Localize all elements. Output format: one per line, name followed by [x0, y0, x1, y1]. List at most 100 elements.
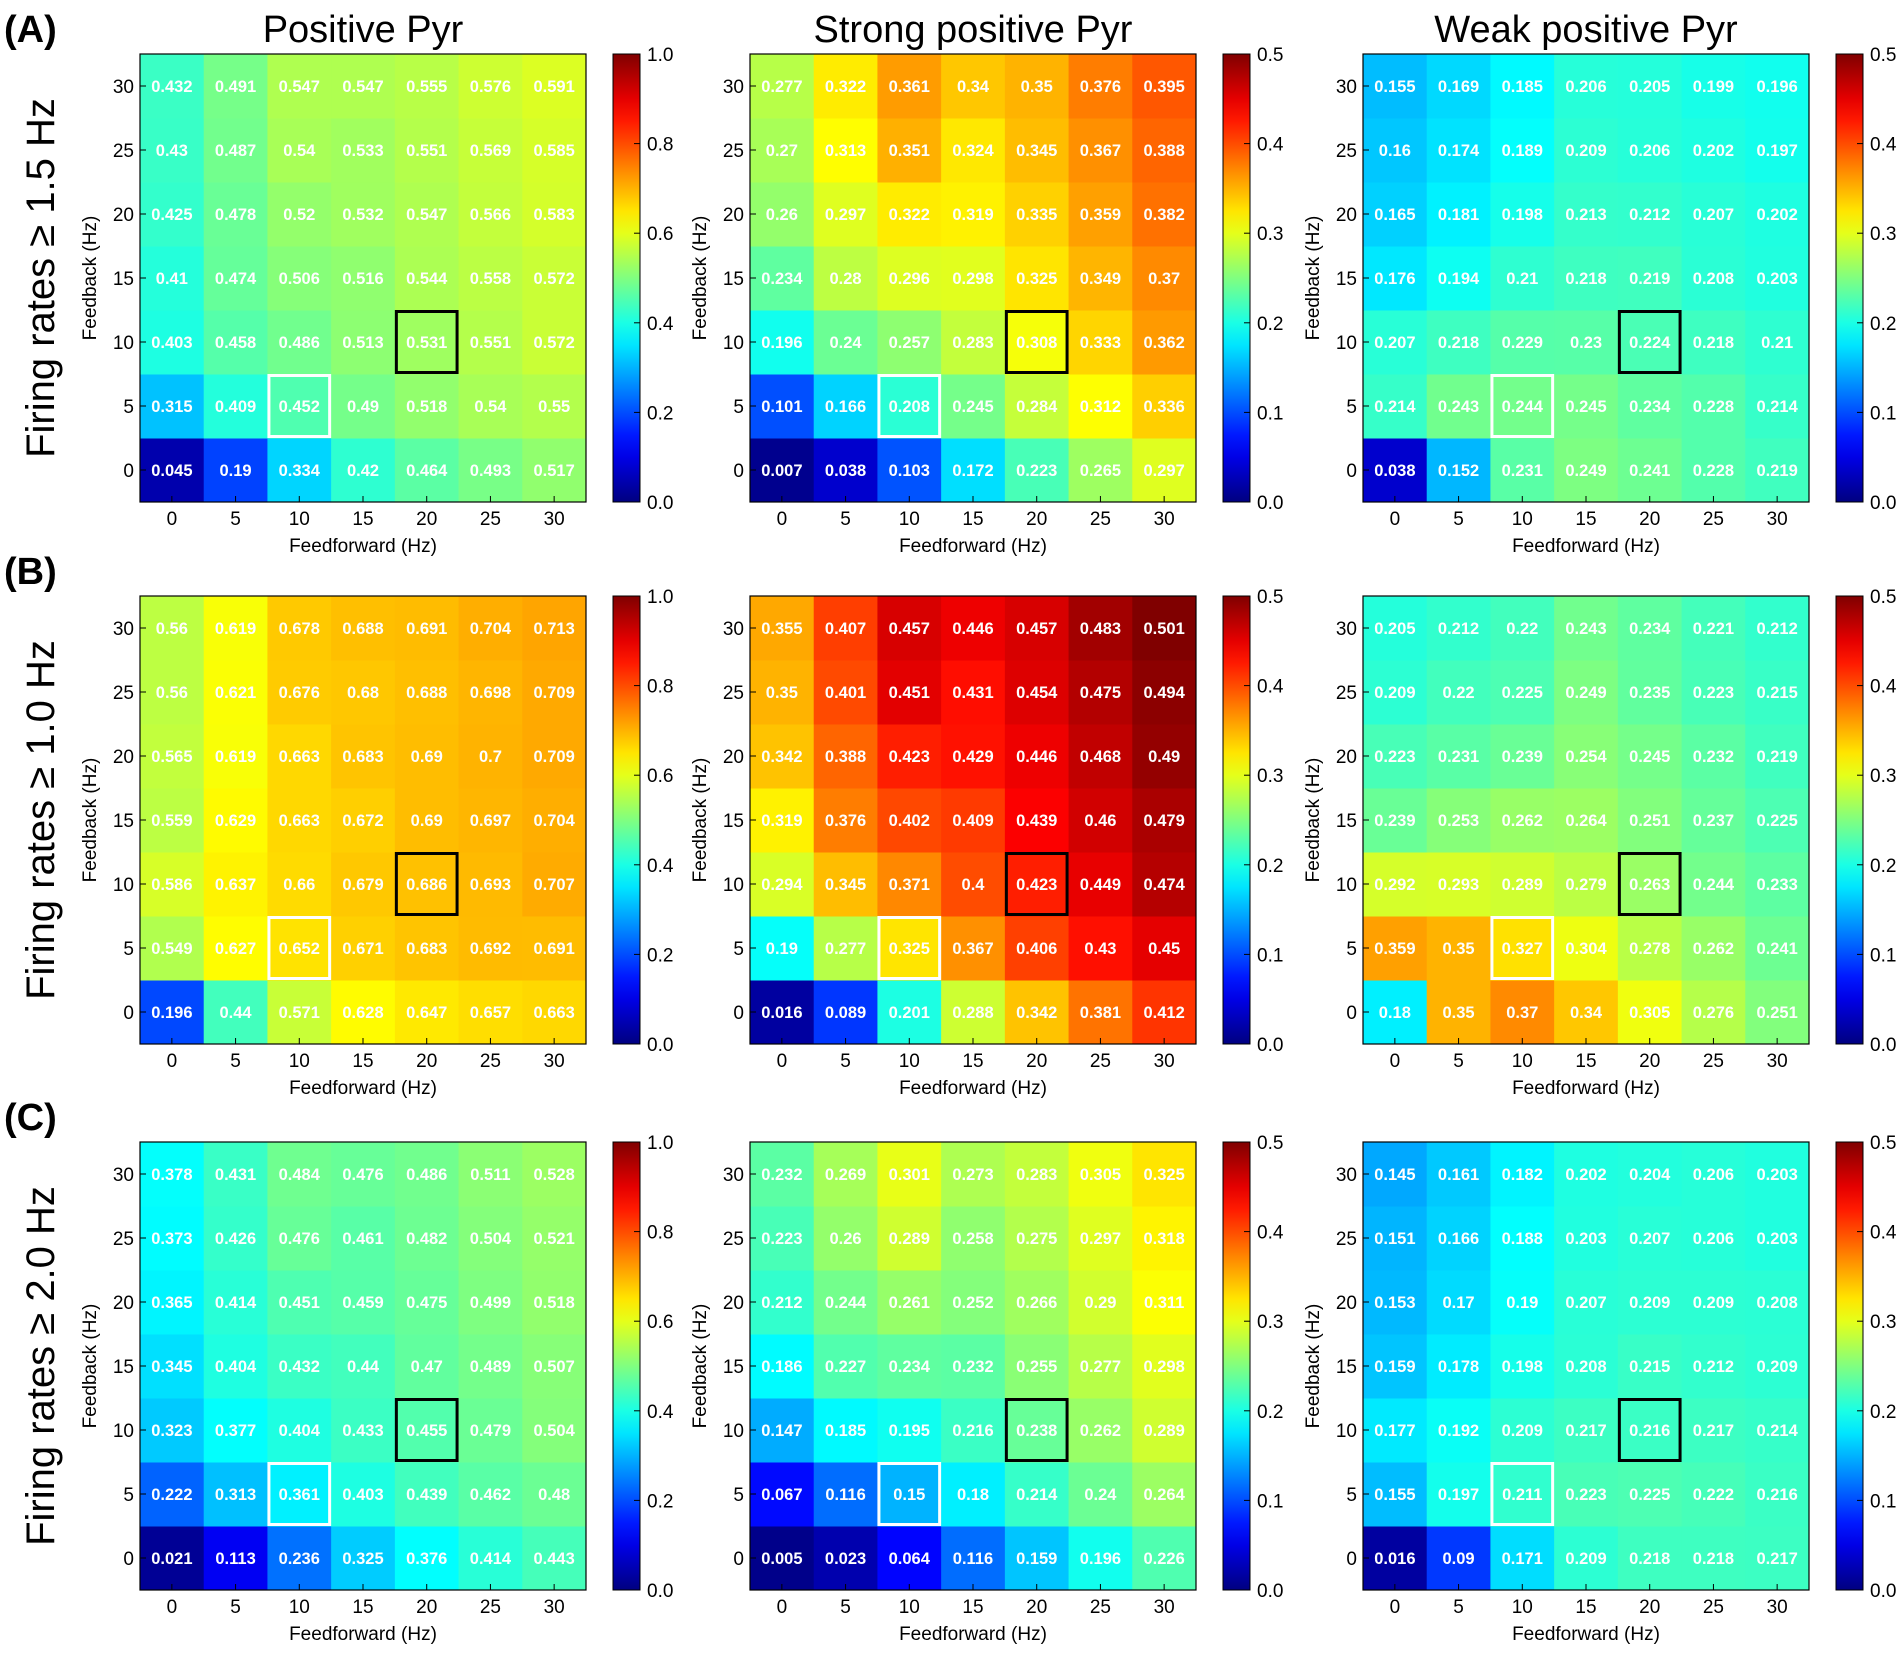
- heatmap-cell: [522, 1270, 587, 1335]
- cell-value-label: 0.362: [1143, 334, 1184, 352]
- heatmap-cell: [203, 660, 268, 725]
- heatmap-cell: [1490, 596, 1555, 661]
- y-tick-label: 10: [113, 1421, 134, 1442]
- cell-value-label: 0.325: [1143, 1166, 1184, 1184]
- heatmap-cell: [140, 374, 205, 439]
- x-tick-label: 15: [352, 1597, 373, 1618]
- heatmap-cell: [1554, 310, 1619, 375]
- cell-value-label: 0.376: [825, 812, 866, 830]
- heatmap-cell: [1363, 438, 1428, 503]
- heatmap-cell: [1745, 1142, 1810, 1207]
- cell-value-label: 0.101: [761, 398, 802, 416]
- heatmap-cell: [1004, 310, 1070, 375]
- y-tick-label: 20: [1336, 747, 1357, 768]
- heatmap-cell: [1132, 246, 1197, 311]
- cell-value-label: 0.388: [1143, 142, 1184, 160]
- heatmap-cell: [1554, 788, 1619, 853]
- y-tick-label: 10: [723, 875, 744, 896]
- cell-value-label: 0.165: [1374, 206, 1415, 224]
- colorbar-tick-label: 0.2: [1870, 1402, 1896, 1423]
- cell-value-label: 0.298: [952, 270, 993, 288]
- cell-value-label: 0.284: [1016, 398, 1058, 416]
- cell-value-label: 0.16: [1379, 142, 1411, 160]
- y-tick-label: 30: [1336, 619, 1357, 640]
- heatmap-cell: [1554, 1270, 1619, 1335]
- x-tick-label: 15: [1575, 509, 1596, 530]
- colorbar-tick-label: 0.5: [1257, 587, 1283, 608]
- cell-value-label: 0.225: [1629, 1486, 1670, 1504]
- cell-value-label: 0.198: [1502, 206, 1543, 224]
- heatmap-cell: [331, 660, 396, 725]
- heatmap-cell: [1068, 916, 1133, 981]
- heatmap-cell: [1132, 54, 1197, 119]
- cell-value-label: 0.475: [1080, 684, 1121, 702]
- cell-value-label: 0.232: [952, 1358, 993, 1376]
- y-tick-label: 0: [1346, 1003, 1357, 1024]
- cell-value-label: 0.292: [1374, 876, 1415, 894]
- heatmap-cell: [1490, 310, 1555, 375]
- y-tick-label: 25: [113, 141, 134, 162]
- heatmap-cell: [1132, 182, 1197, 247]
- heatmap-cell: [331, 310, 396, 375]
- cell-value-label: 0.116: [953, 1550, 993, 1568]
- cell-value-label: 0.439: [1016, 812, 1057, 830]
- y-axis-label: Feedback (Hz): [1303, 758, 1324, 883]
- heatmap-cell: [1745, 54, 1810, 119]
- heatmap-cell: [941, 1398, 1006, 1463]
- cell-value-label: 0.207: [1629, 1230, 1670, 1248]
- cell-value-label: 0.559: [151, 812, 192, 830]
- heatmap-cell: [331, 1526, 396, 1591]
- heatmap-cell: [813, 852, 878, 917]
- cell-value-label: 0.251: [1756, 1004, 1797, 1022]
- cell-value-label: 0.66: [283, 876, 315, 894]
- cell-value-label: 0.209: [1756, 1358, 1797, 1376]
- heatmap-cell: [267, 852, 332, 917]
- heatmap-cell: [394, 1398, 460, 1463]
- cell-value-label: 0.42: [347, 462, 379, 480]
- cell-value-label: 0.68: [347, 684, 379, 702]
- cell-value-label: 0.254: [1565, 748, 1607, 766]
- heatmap-cell: [1617, 118, 1683, 183]
- heatmap-cell: [267, 980, 332, 1045]
- cell-value-label: 0.223: [761, 1230, 802, 1248]
- heatmap-cell: [1363, 118, 1428, 183]
- heatmap-cell: [1681, 788, 1746, 853]
- heatmap-cell: [1681, 1526, 1746, 1591]
- heatmap-cell: [140, 1270, 205, 1335]
- heatmap-cell: [941, 1526, 1006, 1591]
- heatmap-cell: [750, 1398, 815, 1463]
- x-tick-label: 5: [230, 509, 241, 530]
- heatmap-cell: [203, 980, 268, 1045]
- cell-value-label: 0.23: [1570, 334, 1602, 352]
- colorbar-tick-label: 0.0: [1870, 493, 1896, 514]
- x-tick-label: 20: [1639, 1051, 1660, 1072]
- cell-value-label: 0.239: [1502, 748, 1543, 766]
- heatmap-cell: [1132, 1462, 1197, 1527]
- cell-value-label: 0.476: [279, 1230, 320, 1248]
- heatmap-cell: [1490, 660, 1555, 725]
- colorbar-tick-label: 0.8: [647, 135, 673, 156]
- x-tick-label: 15: [962, 509, 983, 530]
- heatmap-cell: [1068, 182, 1133, 247]
- cell-value-label: 0.198: [1502, 1358, 1543, 1376]
- cell-value-label: 0.249: [1565, 684, 1606, 702]
- heatmap-cell: [813, 1142, 878, 1207]
- cell-value-label: 0.691: [533, 940, 574, 958]
- cell-value-label: 0.177: [1374, 1422, 1415, 1440]
- y-tick-label: 25: [113, 1229, 134, 1250]
- heatmap-cell: [1068, 852, 1133, 917]
- cell-value-label: 0.486: [406, 1166, 447, 1184]
- cell-value-label: 0.403: [342, 1486, 383, 1504]
- heatmap-cell: [877, 724, 942, 789]
- cell-value-label: 0.692: [470, 940, 511, 958]
- cell-value-label: 0.218: [1629, 1550, 1670, 1568]
- cell-value-label: 0.46: [1084, 812, 1116, 830]
- heatmap-cell: [1068, 1462, 1133, 1527]
- cell-value-label: 0.572: [533, 334, 574, 352]
- cell-value-label: 0.304: [1565, 940, 1607, 958]
- x-tick-label: 25: [1703, 1597, 1724, 1618]
- heatmap-cell: [394, 1142, 460, 1207]
- y-tick-label: 5: [1346, 1485, 1357, 1506]
